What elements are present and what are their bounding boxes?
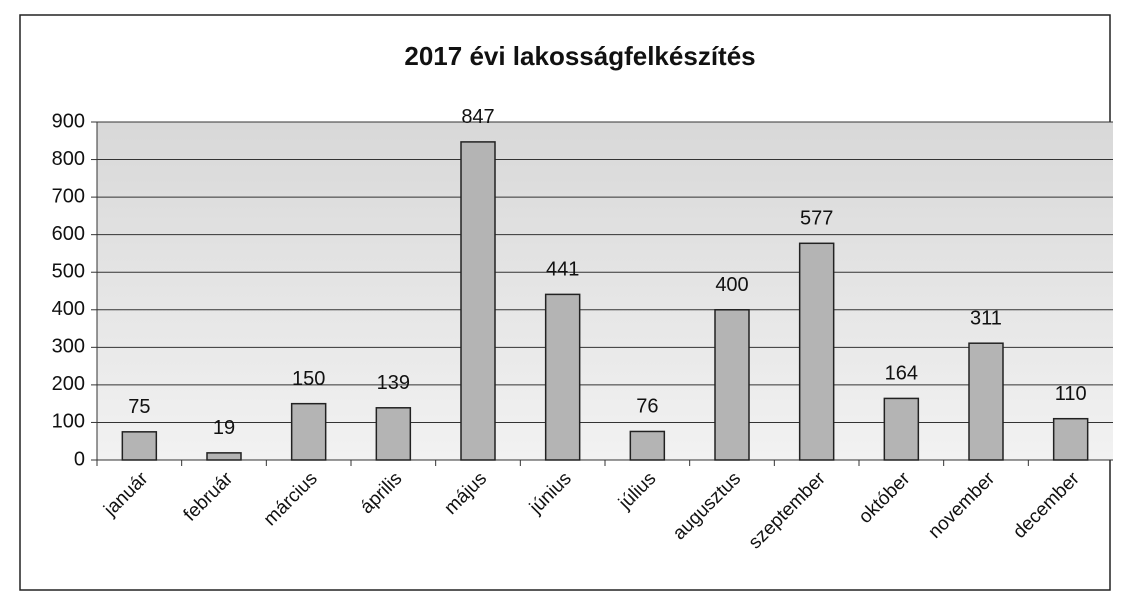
y-tick-label: 0 bbox=[74, 448, 85, 470]
value-label: 311 bbox=[970, 307, 1002, 329]
value-label: 577 bbox=[800, 208, 833, 230]
bar bbox=[629, 430, 666, 461]
bar bbox=[968, 342, 1004, 461]
bar bbox=[798, 242, 835, 461]
value-label: 75 bbox=[128, 396, 150, 418]
value-label: 441 bbox=[546, 259, 579, 281]
y-tick-label: 800 bbox=[52, 148, 85, 170]
bar bbox=[290, 402, 327, 461]
value-label: 19 bbox=[213, 417, 235, 439]
bar bbox=[544, 293, 581, 461]
value-label: 150 bbox=[292, 368, 325, 390]
y-tick-label: 700 bbox=[52, 185, 85, 207]
bar bbox=[714, 309, 750, 461]
bar bbox=[883, 397, 920, 461]
bar bbox=[460, 141, 496, 461]
y-tick-label: 600 bbox=[52, 223, 85, 245]
value-label: 139 bbox=[377, 372, 410, 394]
value-label: 400 bbox=[715, 274, 748, 296]
value-label: 110 bbox=[1055, 383, 1087, 405]
value-label: 164 bbox=[885, 363, 918, 385]
bar bbox=[121, 431, 158, 461]
plot-area bbox=[97, 122, 1113, 460]
y-tick-label: 200 bbox=[52, 373, 85, 395]
bar bbox=[375, 407, 412, 461]
y-tick-label: 400 bbox=[52, 298, 85, 320]
bar bbox=[1052, 417, 1089, 461]
value-label: 847 bbox=[461, 106, 494, 128]
y-tick-label: 900 bbox=[52, 110, 85, 132]
y-tick-label: 500 bbox=[52, 261, 85, 283]
bar bbox=[206, 452, 242, 461]
y-tick-label: 100 bbox=[52, 411, 85, 433]
y-tick-label: 300 bbox=[52, 336, 85, 358]
chart-title: 2017 évi lakosságfelkészítés bbox=[404, 41, 755, 71]
value-label: 76 bbox=[636, 396, 658, 418]
